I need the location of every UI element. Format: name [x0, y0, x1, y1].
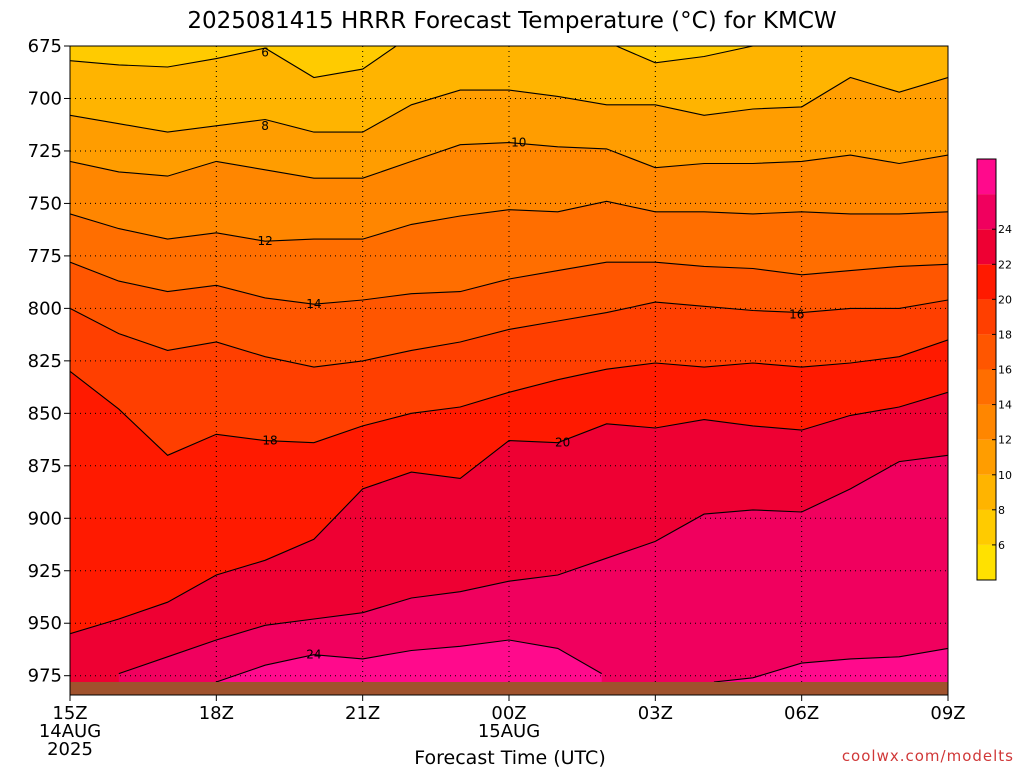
y-tick-label-700: 700	[28, 88, 62, 109]
band-above-26	[713, 648, 948, 682]
colorbar-swatch-26	[977, 159, 996, 195]
x-tick-label-21Z: 21Z	[345, 703, 380, 724]
colorbar-label-24: 24	[998, 223, 1012, 236]
contour-label-18: 18	[262, 434, 277, 448]
y-tick-label-925: 925	[28, 561, 62, 582]
colorbar-label-18: 18	[998, 328, 1012, 341]
colorbar-swatch-12	[977, 404, 996, 440]
band-above-22	[118, 455, 948, 682]
y-tick-label-900: 900	[28, 508, 62, 529]
x-tick-label-03Z: 03Z	[638, 703, 673, 724]
credit-text: coolwx.com/modelts	[842, 747, 1014, 765]
x-tick-label-06Z: 06Z	[784, 703, 819, 724]
x-tick-label-15Z: 15Z	[52, 703, 87, 724]
colorbar-swatch-8	[977, 474, 996, 510]
colorbar-swatch-24	[977, 194, 996, 230]
y-tick-label-750: 750	[28, 193, 62, 214]
contour-label-8: 8	[261, 119, 269, 133]
colorbar-label-22: 22	[998, 258, 1012, 271]
colorbar-swatch-18	[977, 299, 996, 335]
y-tick-label-825: 825	[28, 351, 62, 372]
colorbar-label-20: 20	[998, 293, 1012, 306]
colorbar-swatch-4	[977, 544, 996, 580]
y-tick-label-950: 950	[28, 613, 62, 634]
colorbar-label-8: 8	[998, 504, 1005, 517]
contour-label-24: 24	[306, 648, 321, 662]
y-tick-label-675: 675	[28, 36, 62, 57]
contour-line-20	[70, 391, 948, 635]
colorbar-swatch-14	[977, 369, 996, 405]
contour-lines: 6 8 10 12 14 16 18 20 24	[70, 45, 948, 682]
contour-label-16: 16	[789, 308, 804, 322]
colorbar-label-16: 16	[998, 364, 1012, 377]
x-tick-label-09Z: 09Z	[930, 703, 965, 724]
y-tick-label-975: 975	[28, 666, 62, 687]
contour-line-16	[70, 299, 948, 368]
chart-title: 2025081415 HRRR Forecast Temperature (°C…	[187, 8, 836, 34]
y-tick-label-850: 850	[28, 403, 62, 424]
contour-line-6	[70, 46, 756, 79]
x-tick-label-00Z: 00Z	[491, 703, 526, 724]
colorbar-label-10: 10	[998, 469, 1012, 482]
colorbar-swatch-22	[977, 229, 996, 265]
colorbar-swatch-16	[977, 334, 996, 370]
contour-label-10: 10	[511, 136, 526, 150]
contour-label-6: 6	[261, 45, 269, 59]
ground-strip	[70, 682, 948, 695]
contour-label-12: 12	[257, 234, 272, 248]
colorbar-label-6: 6	[998, 539, 1005, 552]
x-axis-label: Forecast Time (UTC)	[414, 747, 605, 768]
colorbar-label-12: 12	[998, 434, 1012, 447]
contour-line-14	[70, 261, 948, 305]
y-tick-label-800: 800	[28, 298, 62, 319]
contour-label-14: 14	[306, 297, 321, 311]
contour-line-10	[70, 142, 948, 179]
temperature-fills	[70, 46, 948, 682]
band-above-24	[216, 640, 602, 682]
contour-line-22	[118, 454, 948, 675]
contour-line-8	[70, 76, 948, 133]
colorbar: 6 8 10 12 14 16 18 20 22 24	[976, 158, 1012, 581]
x-date-label-14AUG: 14AUG	[39, 721, 101, 742]
colorbar-swatch-6	[977, 509, 996, 545]
contour-line-12	[70, 200, 948, 242]
y-axis: 675 700 725 750 775 800 825 850 875 900 925 950 975	[28, 36, 70, 687]
contour-label-20: 20	[555, 436, 570, 450]
colorbar-swatch-20	[977, 264, 996, 300]
x-date-label-15AUG: 15AUG	[478, 721, 540, 742]
colorbar-swatch-10	[977, 439, 996, 475]
x-year-label: 2025	[47, 739, 93, 760]
y-tick-label-775: 775	[28, 246, 62, 267]
y-tick-label-875: 875	[28, 456, 62, 477]
colorbar-label-14: 14	[998, 399, 1012, 412]
contour-line-24	[216, 639, 602, 682]
contour-line-26	[713, 647, 948, 682]
x-tick-label-18Z: 18Z	[199, 703, 234, 724]
y-tick-label-725: 725	[28, 141, 62, 162]
contour-line-18	[70, 339, 948, 456]
